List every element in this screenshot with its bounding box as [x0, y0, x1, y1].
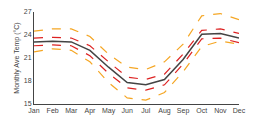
svg-text:Nov: Nov	[214, 107, 227, 114]
svg-text:24: 24	[24, 31, 32, 38]
svg-text:21: 21	[24, 54, 32, 61]
svg-text:Oct: Oct	[196, 107, 207, 114]
svg-text:Mar: Mar	[65, 107, 78, 114]
svg-text:18: 18	[24, 77, 32, 84]
svg-text:Apr: Apr	[84, 107, 96, 115]
svg-text:Dec: Dec	[233, 107, 246, 114]
svg-text:Jan: Jan	[28, 107, 39, 114]
svg-text:May: May	[102, 107, 116, 115]
svg-text:Feb: Feb	[47, 107, 59, 114]
svg-text:Aug: Aug	[158, 107, 171, 115]
svg-text:Sep: Sep	[177, 107, 190, 115]
svg-text:Jun: Jun	[122, 107, 133, 114]
svg-text:Monthly Ave Temp (°C): Monthly Ave Temp (°C)	[13, 22, 21, 93]
svg-text:27: 27	[24, 8, 32, 15]
svg-text:15: 15	[24, 100, 32, 107]
svg-text:Jul: Jul	[141, 107, 150, 114]
